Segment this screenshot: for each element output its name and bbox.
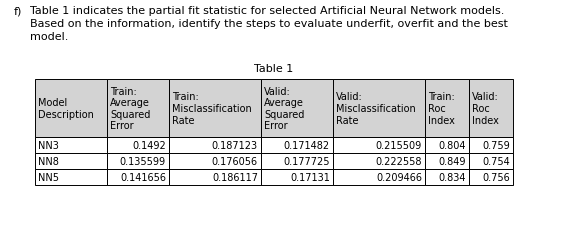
Bar — [469, 137, 513, 153]
Text: 0.187123: 0.187123 — [212, 140, 258, 150]
Text: Train:
Average
Squared
Error: Train: Average Squared Error — [110, 86, 150, 131]
Text: 0.754: 0.754 — [482, 156, 510, 166]
Bar — [35, 80, 107, 137]
Bar — [35, 137, 107, 153]
Bar — [425, 137, 469, 153]
Bar — [35, 169, 107, 185]
Text: NN5: NN5 — [38, 172, 59, 182]
Bar — [169, 80, 261, 137]
Bar — [469, 80, 513, 137]
Bar — [333, 80, 425, 137]
Text: Train:
Misclassification
Rate: Train: Misclassification Rate — [172, 92, 252, 125]
Text: 0.209466: 0.209466 — [376, 172, 422, 182]
Bar — [261, 169, 333, 185]
Bar — [333, 169, 425, 185]
Text: NN3: NN3 — [38, 140, 59, 150]
Bar — [169, 137, 261, 153]
Bar — [169, 153, 261, 169]
Text: 0.186117: 0.186117 — [212, 172, 258, 182]
Bar — [107, 80, 169, 137]
Bar — [333, 137, 425, 153]
Text: 0.759: 0.759 — [482, 140, 510, 150]
Text: NN8: NN8 — [38, 156, 59, 166]
Bar — [107, 169, 169, 185]
Bar — [425, 153, 469, 169]
Bar — [261, 137, 333, 153]
Text: Table 1: Table 1 — [255, 64, 294, 74]
Text: f): f) — [14, 6, 22, 16]
Text: 0.176056: 0.176056 — [212, 156, 258, 166]
Text: 0.141656: 0.141656 — [120, 172, 166, 182]
Bar — [169, 169, 261, 185]
Bar — [425, 169, 469, 185]
Text: 0.171482: 0.171482 — [284, 140, 330, 150]
Bar — [469, 169, 513, 185]
Text: 0.177725: 0.177725 — [283, 156, 330, 166]
Bar — [261, 80, 333, 137]
Bar — [469, 153, 513, 169]
Text: 0.135599: 0.135599 — [120, 156, 166, 166]
Text: Valid:
Roc
Index: Valid: Roc Index — [472, 92, 499, 125]
Bar — [107, 153, 169, 169]
Bar — [107, 137, 169, 153]
Text: 0.756: 0.756 — [482, 172, 510, 182]
Text: Train:
Roc
Index: Train: Roc Index — [428, 92, 455, 125]
Text: 0.215509: 0.215509 — [376, 140, 422, 150]
Text: 0.1492: 0.1492 — [132, 140, 166, 150]
Bar — [333, 153, 425, 169]
Text: Valid:
Average
Squared
Error: Valid: Average Squared Error — [264, 86, 304, 131]
Text: 0.804: 0.804 — [438, 140, 466, 150]
Bar — [261, 153, 333, 169]
Text: Valid:
Misclassification
Rate: Valid: Misclassification Rate — [336, 92, 416, 125]
Text: 0.17131: 0.17131 — [290, 172, 330, 182]
Text: Model
Description: Model Description — [38, 98, 94, 119]
Text: 0.222558: 0.222558 — [376, 156, 422, 166]
Text: 0.849: 0.849 — [438, 156, 466, 166]
Text: Table 1 indicates the partial fit statistic for selected Artificial Neural Netwo: Table 1 indicates the partial fit statis… — [30, 6, 508, 42]
Text: 0.834: 0.834 — [438, 172, 466, 182]
Bar — [425, 80, 469, 137]
Bar — [35, 153, 107, 169]
